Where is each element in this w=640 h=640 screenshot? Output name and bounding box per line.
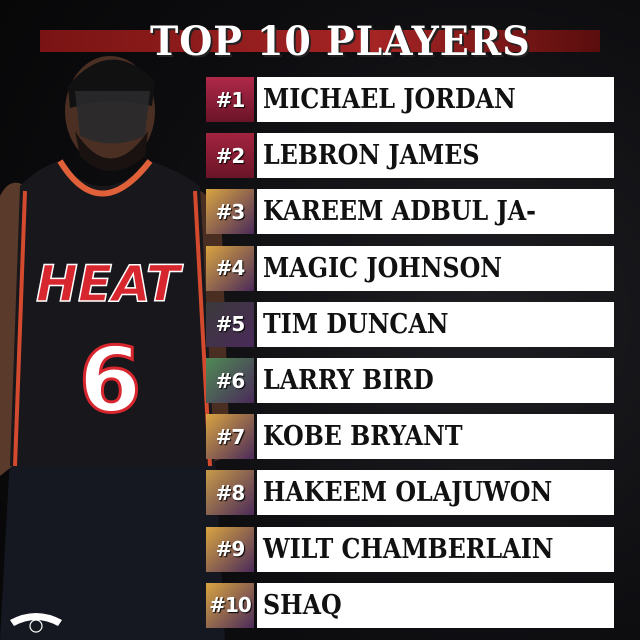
player-name-box: MICHAEL JORDAN [257, 77, 614, 122]
rank-badge: #3 [206, 189, 254, 235]
player-row: #9 WILT CHAMBERLAIN [206, 526, 614, 572]
player-row: #6 LARRY BIRD [206, 358, 614, 403]
rank-badge: #5 [206, 301, 254, 347]
player-row: #10 SHAQ [206, 582, 614, 628]
player-name: HAKEEM OLAJUWON [263, 477, 553, 509]
player-name: SHAQ [263, 589, 342, 621]
page-title: TOP 10 PLAYERS [150, 18, 531, 65]
player-row: #7 KOBE BRYANT [206, 414, 614, 460]
jersey-team: HEAT [36, 255, 184, 313]
player-name-box: MAGIC JOHNSON [257, 245, 614, 291]
rank-badge: #8 [206, 470, 254, 516]
player-row: #4 MAGIC JOHNSON [206, 245, 614, 291]
player-name-box: TIM DUNCAN [257, 301, 614, 347]
player-name-box: KAREEM ADBUL JA- [257, 189, 614, 235]
rank-badge: #10 [206, 582, 254, 628]
player-name-box: LARRY BIRD [257, 358, 614, 403]
player-name-box: LEBRON JAMES [257, 133, 614, 179]
player-name: KOBE BRYANT [263, 421, 463, 453]
player-name: KAREEM ADBUL JA- [263, 196, 537, 228]
player-name: LARRY BIRD [263, 365, 434, 396]
player-name-box: KOBE BRYANT [257, 414, 614, 460]
player-row: #2 LEBRON JAMES [206, 133, 614, 179]
jersey-number: 6 [79, 328, 142, 433]
player-name-box: SHAQ [257, 582, 614, 628]
rank-badge: #2 [206, 133, 254, 179]
rank-badge: #9 [206, 526, 254, 572]
player-name-box: WILT CHAMBERLAIN [257, 526, 614, 572]
player-name: MAGIC JOHNSON [263, 252, 503, 284]
player-row: #3 KAREEM ADBUL JA- [206, 189, 614, 235]
rank-badge: #4 [206, 245, 254, 291]
player-name: LEBRON JAMES [263, 140, 480, 172]
ourhoops-logo [10, 613, 62, 633]
title-banner [40, 30, 600, 52]
player-row: #1 MICHAEL JORDAN [206, 77, 614, 122]
rank-badge: #6 [206, 358, 254, 403]
rank-badge: #7 [206, 414, 254, 460]
player-name: MICHAEL JORDAN [263, 84, 516, 115]
player-name-box: HAKEEM OLAJUWON [257, 470, 614, 516]
player-name: TIM DUNCAN [263, 308, 449, 340]
rank-badge: #1 [206, 77, 254, 122]
player-row: #8 HAKEEM OLAJUWON [206, 470, 614, 516]
player-row: #5 TIM DUNCAN [206, 301, 614, 347]
player-name: WILT CHAMBERLAIN [263, 533, 554, 565]
